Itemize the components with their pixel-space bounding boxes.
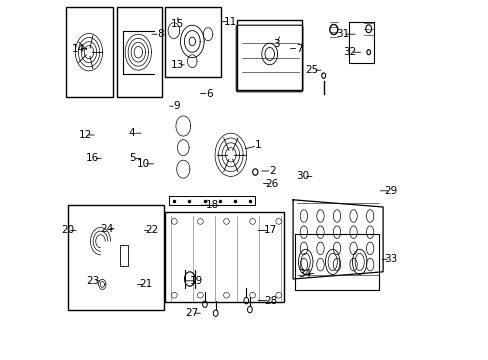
- Text: 1: 1: [254, 140, 261, 150]
- Text: 21: 21: [139, 279, 153, 289]
- Bar: [66, 7, 113, 97]
- Text: 26: 26: [265, 179, 278, 189]
- Text: 34: 34: [298, 269, 311, 279]
- Text: 18: 18: [206, 200, 219, 210]
- Text: 19: 19: [190, 276, 203, 286]
- Text: 30: 30: [296, 171, 309, 181]
- Bar: [68, 205, 163, 310]
- Text: 3: 3: [272, 39, 279, 49]
- Text: 16: 16: [86, 153, 99, 163]
- Text: 6: 6: [205, 89, 212, 99]
- Text: 27: 27: [184, 308, 198, 318]
- Bar: [117, 7, 162, 97]
- Text: 2: 2: [268, 166, 275, 176]
- Text: 10: 10: [136, 159, 149, 169]
- Text: 23: 23: [86, 276, 99, 286]
- Text: 15: 15: [171, 19, 184, 29]
- Text: 11: 11: [224, 17, 237, 27]
- Bar: [164, 7, 221, 77]
- Text: 8: 8: [157, 29, 163, 39]
- Text: 32: 32: [343, 47, 356, 57]
- Bar: [237, 20, 302, 90]
- Text: 22: 22: [145, 225, 158, 235]
- Text: 13: 13: [170, 60, 183, 70]
- Bar: [164, 212, 284, 302]
- Text: 9: 9: [173, 101, 180, 111]
- Text: 12: 12: [79, 130, 92, 140]
- Bar: [120, 245, 128, 266]
- Text: 4: 4: [129, 128, 135, 138]
- Text: 29: 29: [384, 186, 397, 196]
- Text: 17: 17: [263, 225, 277, 235]
- Text: 33: 33: [384, 254, 397, 264]
- Text: 25: 25: [305, 65, 318, 75]
- Text: 5: 5: [129, 153, 135, 163]
- Text: 24: 24: [100, 224, 113, 234]
- Text: 14: 14: [71, 44, 84, 54]
- Text: 28: 28: [263, 296, 277, 306]
- Text: 20: 20: [61, 225, 74, 235]
- Text: 31: 31: [335, 29, 349, 39]
- Text: 7: 7: [295, 44, 302, 54]
